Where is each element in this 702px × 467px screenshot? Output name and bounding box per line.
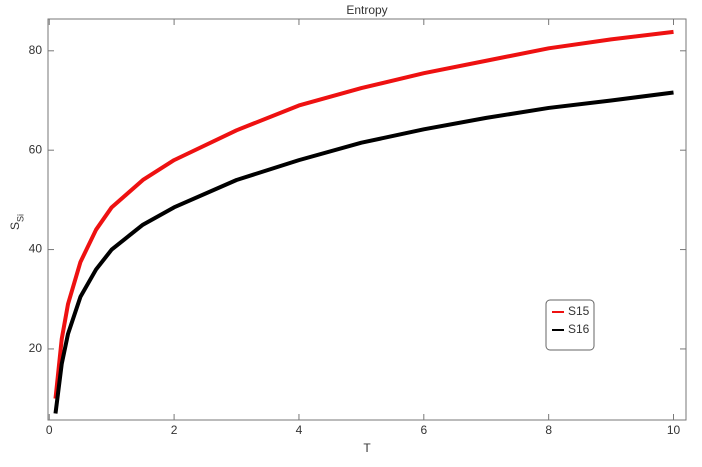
x-tick-label: 0 — [46, 423, 53, 437]
x-tick-label: 4 — [296, 423, 303, 437]
y-tick-label: 40 — [29, 242, 43, 256]
x-tick-label: 6 — [420, 423, 427, 437]
chart-title: Entropy — [346, 3, 387, 17]
plot-frame — [47, 18, 687, 421]
y-tick-label: 60 — [29, 142, 43, 156]
y-axis-label-main: S — [8, 222, 22, 230]
legend-label: S15 — [568, 304, 590, 318]
y-tick-label: 80 — [29, 43, 43, 57]
y-axis-label: S Si — [8, 214, 25, 230]
y-tick-label: 20 — [29, 341, 43, 355]
x-tick-label: 8 — [545, 423, 552, 437]
series-line — [53, 90, 674, 414]
legend-label: S16 — [568, 322, 590, 336]
x-tick-label: 2 — [171, 423, 178, 437]
x-tick-label: 10 — [667, 423, 681, 437]
x-axis-label: T — [363, 441, 371, 455]
series-line — [53, 29, 674, 399]
y-axis-label-sub: Si — [15, 214, 25, 222]
